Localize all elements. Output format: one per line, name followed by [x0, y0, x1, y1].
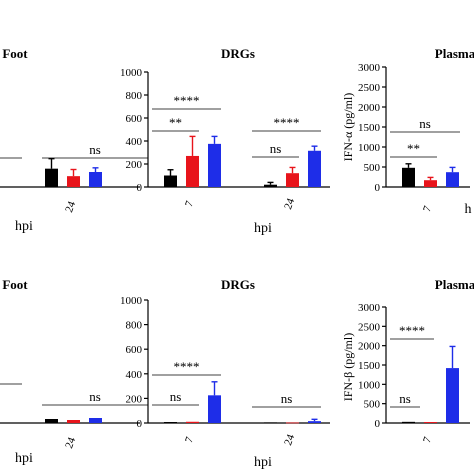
bar	[446, 368, 459, 423]
y-tick-label: 500	[364, 399, 381, 411]
bar	[264, 184, 277, 187]
x-tick-label: 24	[63, 199, 78, 214]
y-tick-label: 1000	[358, 379, 381, 391]
bar	[446, 172, 459, 187]
significance-label: ****	[399, 323, 425, 338]
y-tick-label: 2000	[358, 341, 381, 353]
bar	[308, 150, 321, 187]
bar	[264, 422, 277, 424]
panel-title: Plasma	[435, 46, 474, 61]
significance-label: ns	[170, 389, 182, 404]
panel-title: Foot	[2, 46, 28, 61]
bar	[45, 168, 58, 187]
y-tick-label: 3000	[358, 62, 381, 74]
y-tick-label: 600	[126, 344, 143, 356]
bar	[308, 421, 321, 423]
y-tick-label: 1000	[120, 67, 143, 79]
x-tick-label: 7	[183, 435, 196, 445]
significance-label: ****	[274, 115, 300, 130]
y-tick-label: 0	[375, 418, 381, 430]
x-tick-label: 24	[282, 432, 297, 447]
y-tick-label: 2500	[358, 321, 381, 333]
bar	[424, 180, 437, 187]
x-tick-label: 24	[282, 196, 297, 211]
x-axis-title: hpi	[254, 221, 272, 236]
bar	[89, 172, 102, 187]
bar	[286, 422, 299, 424]
y-tick-label: 3000	[358, 302, 381, 314]
panel-title: DRGs	[221, 277, 255, 292]
significance-label: ****	[174, 93, 200, 108]
significance-label: ns	[89, 142, 101, 157]
x-tick-label: 7	[421, 435, 434, 445]
bar	[424, 422, 437, 423]
panel-title: Foot	[2, 277, 28, 292]
bar	[45, 419, 58, 423]
y-tick-label: 1500	[358, 122, 381, 134]
y-tick-label: 200	[126, 159, 143, 171]
y-tick-label: 2500	[358, 82, 381, 94]
significance-label: ns	[399, 391, 411, 406]
significance-label: **	[407, 141, 420, 156]
y-tick-label: 1000	[120, 295, 143, 307]
y-tick-label: 0	[375, 182, 381, 194]
bar	[164, 175, 177, 187]
y-axis-title: IFN-β (pg/ml)	[341, 333, 355, 401]
bar	[89, 418, 102, 423]
bar	[402, 167, 415, 187]
y-tick-label: 800	[126, 320, 143, 332]
significance-label: ns	[419, 116, 431, 131]
bar	[208, 395, 221, 423]
x-axis-title: h	[465, 202, 472, 217]
y-tick-label: 600	[126, 113, 143, 125]
bar	[402, 421, 415, 423]
y-tick-label: 200	[126, 393, 143, 405]
x-tick-label: 7	[421, 204, 434, 214]
y-tick-label: 400	[126, 136, 143, 148]
significance-label: **	[169, 115, 182, 130]
significance-label: ns	[89, 389, 101, 404]
y-tick-label: 1500	[358, 360, 381, 372]
bar	[208, 143, 221, 187]
bar	[186, 155, 199, 187]
bar	[67, 420, 80, 423]
bar	[67, 176, 80, 187]
significance-label: ns	[270, 141, 282, 156]
panel-title: Plasma	[435, 277, 474, 292]
y-tick-label: 2000	[358, 102, 381, 114]
y-axis-title: IFN-α (pg/ml)	[341, 93, 355, 162]
y-tick-label: 400	[126, 369, 143, 381]
significance-label: ****	[174, 359, 200, 374]
bar	[164, 422, 177, 423]
y-tick-label: 500	[364, 162, 381, 174]
x-axis-title: hpi	[254, 455, 272, 470]
bar	[186, 421, 199, 423]
x-axis-title: hpi	[15, 451, 33, 466]
x-tick-label: 7	[183, 199, 196, 209]
bar	[286, 173, 299, 187]
x-tick-label: 24	[63, 435, 78, 450]
y-tick-label: 800	[126, 90, 143, 102]
y-tick-label: 0	[137, 182, 143, 194]
x-axis-title: hpi	[15, 219, 33, 234]
y-tick-label: 1000	[358, 142, 381, 154]
panel-title: DRGs	[221, 46, 255, 61]
y-tick-label: 0	[137, 418, 143, 430]
significance-label: ns	[281, 391, 293, 406]
